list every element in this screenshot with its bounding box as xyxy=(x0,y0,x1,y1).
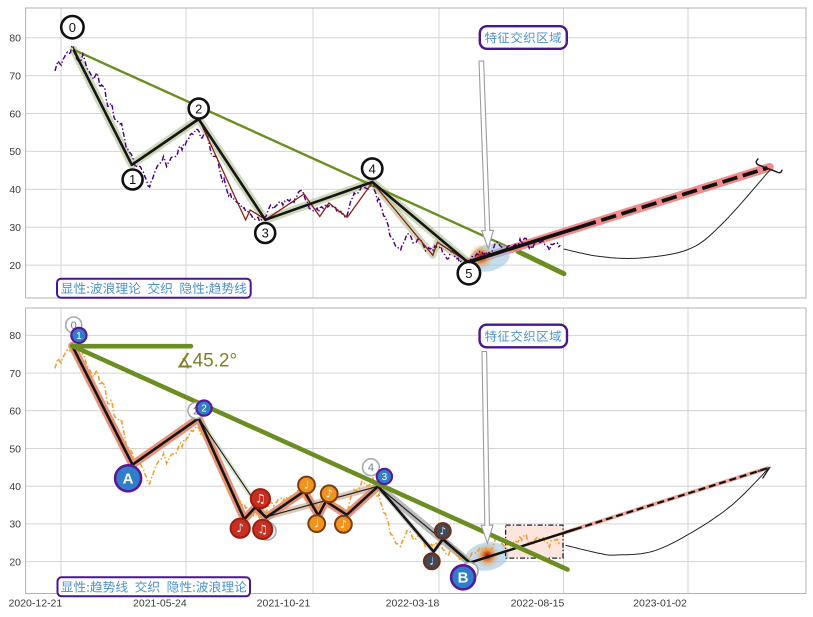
svg-text:3: 3 xyxy=(382,472,388,483)
svg-text:1: 1 xyxy=(76,331,82,342)
svg-text:20: 20 xyxy=(9,260,21,272)
svg-text:60: 60 xyxy=(9,406,21,418)
svg-text:1: 1 xyxy=(129,172,136,187)
svg-text:3: 3 xyxy=(262,226,269,241)
svg-text:0: 0 xyxy=(69,20,76,35)
svg-text:2021-05-24: 2021-05-24 xyxy=(133,598,187,610)
svg-text:30: 30 xyxy=(9,519,21,531)
svg-text:A: A xyxy=(123,471,134,488)
svg-text:0: 0 xyxy=(71,320,77,332)
svg-text:2: 2 xyxy=(201,404,207,415)
svg-text:2: 2 xyxy=(195,101,202,116)
svg-text:B: B xyxy=(458,570,469,587)
svg-text:80: 80 xyxy=(9,330,21,342)
svg-text:30: 30 xyxy=(9,222,21,234)
svg-text:4: 4 xyxy=(369,161,376,176)
svg-text:2022-03-18: 2022-03-18 xyxy=(386,598,440,610)
svg-text:60: 60 xyxy=(9,108,21,120)
svg-text:5: 5 xyxy=(465,266,472,281)
svg-text:2020-12-21: 2020-12-21 xyxy=(9,598,63,610)
svg-text:80: 80 xyxy=(9,33,21,45)
svg-text:40: 40 xyxy=(9,184,21,196)
svg-text:50: 50 xyxy=(9,443,21,455)
svg-text:70: 70 xyxy=(9,70,21,82)
svg-text:2023-01-02: 2023-01-02 xyxy=(633,598,687,610)
svg-text:2022-08-15: 2022-08-15 xyxy=(511,598,565,610)
svg-text:2021-10-21: 2021-10-21 xyxy=(257,598,311,610)
svg-text:70: 70 xyxy=(9,368,21,380)
svg-text:50: 50 xyxy=(9,146,21,158)
svg-text:4: 4 xyxy=(368,462,374,474)
svg-text:45.2°: 45.2° xyxy=(193,351,238,372)
svg-text:20: 20 xyxy=(9,556,21,568)
svg-text:40: 40 xyxy=(9,481,21,493)
